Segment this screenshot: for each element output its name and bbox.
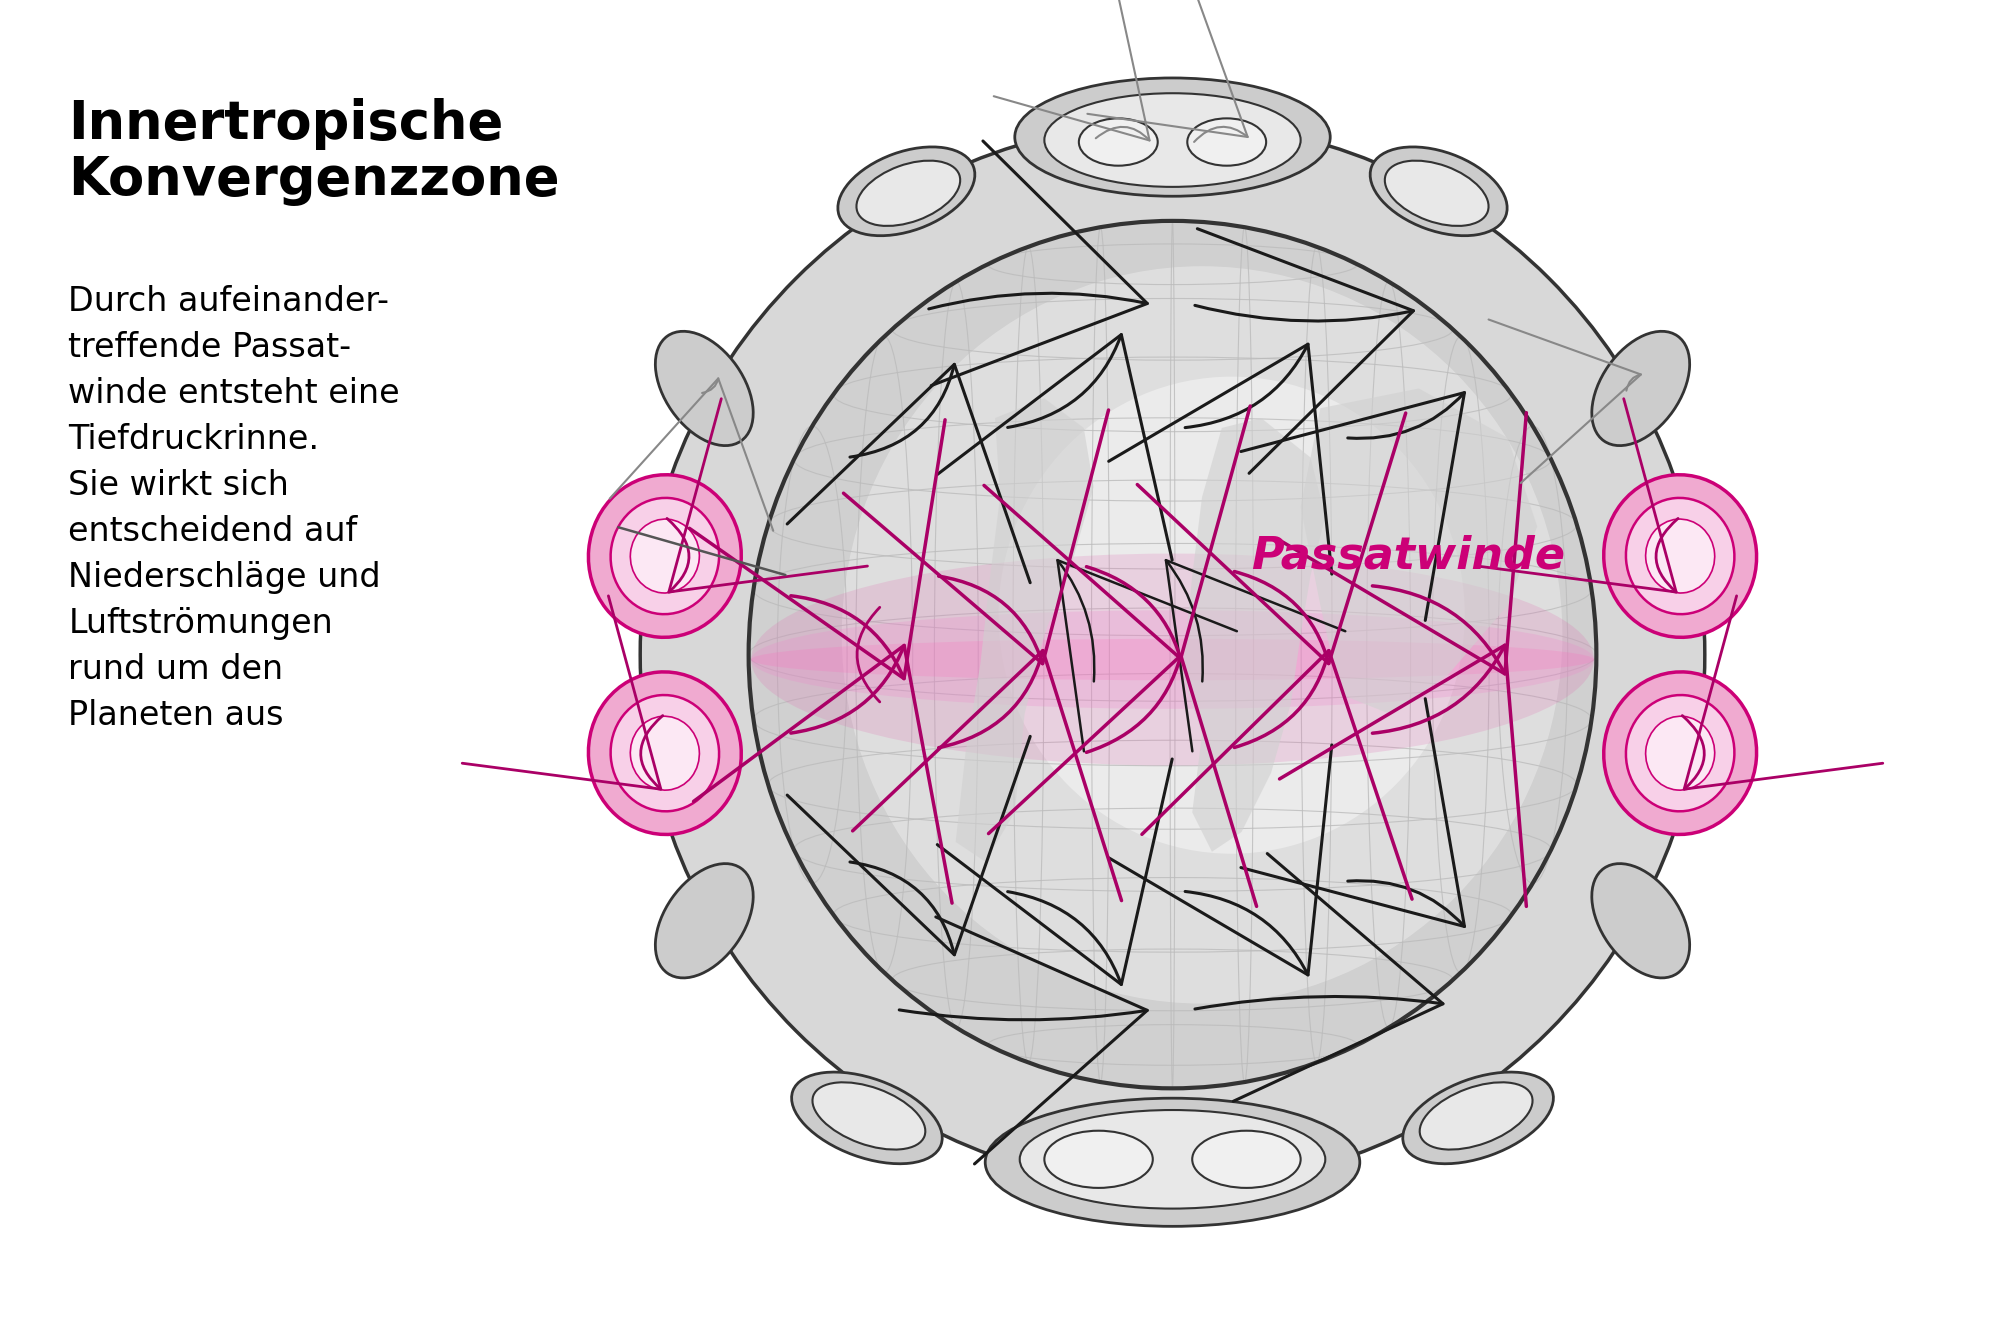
Ellipse shape [1626, 695, 1734, 811]
Ellipse shape [752, 611, 1594, 708]
Ellipse shape [1592, 864, 1690, 977]
Ellipse shape [610, 497, 720, 615]
Ellipse shape [1420, 1083, 1532, 1150]
Ellipse shape [1188, 119, 1266, 166]
Ellipse shape [1044, 1130, 1152, 1188]
Ellipse shape [640, 123, 1704, 1187]
Ellipse shape [986, 1099, 1360, 1227]
Text: Durch aufeinander-
treffende Passat-
winde entsteht eine
Tiefdruckrinne.
Sie wir: Durch aufeinander- treffende Passat- win… [68, 285, 400, 732]
Ellipse shape [1646, 520, 1714, 594]
Ellipse shape [748, 220, 1596, 1088]
Ellipse shape [630, 716, 700, 790]
Ellipse shape [1604, 671, 1756, 835]
Ellipse shape [1020, 1111, 1326, 1208]
Ellipse shape [1014, 78, 1330, 197]
Ellipse shape [792, 1072, 942, 1163]
Polygon shape [1182, 418, 1326, 852]
Ellipse shape [752, 638, 1594, 681]
Ellipse shape [1384, 161, 1488, 226]
Ellipse shape [1604, 475, 1756, 637]
Ellipse shape [748, 220, 1596, 1088]
Polygon shape [956, 398, 1094, 861]
Ellipse shape [842, 266, 1562, 1004]
Ellipse shape [1402, 1072, 1554, 1163]
Ellipse shape [610, 695, 720, 811]
Ellipse shape [1370, 146, 1508, 236]
Ellipse shape [1044, 94, 1300, 187]
Polygon shape [1300, 389, 1538, 714]
Ellipse shape [812, 1083, 926, 1150]
Ellipse shape [1192, 1130, 1300, 1188]
Ellipse shape [838, 146, 974, 236]
Ellipse shape [656, 864, 754, 977]
Ellipse shape [1078, 119, 1158, 166]
Ellipse shape [752, 554, 1594, 765]
Ellipse shape [656, 331, 754, 446]
Ellipse shape [588, 671, 742, 835]
Text: Passatwinde: Passatwinde [1252, 534, 1566, 578]
Ellipse shape [630, 520, 700, 594]
Ellipse shape [588, 475, 742, 637]
Text: Innertropische
Konvergenzzone: Innertropische Konvergenzzone [68, 98, 560, 206]
Ellipse shape [1626, 497, 1734, 615]
Ellipse shape [998, 377, 1464, 853]
Ellipse shape [1592, 331, 1690, 446]
Ellipse shape [1646, 716, 1714, 790]
Ellipse shape [856, 161, 960, 226]
